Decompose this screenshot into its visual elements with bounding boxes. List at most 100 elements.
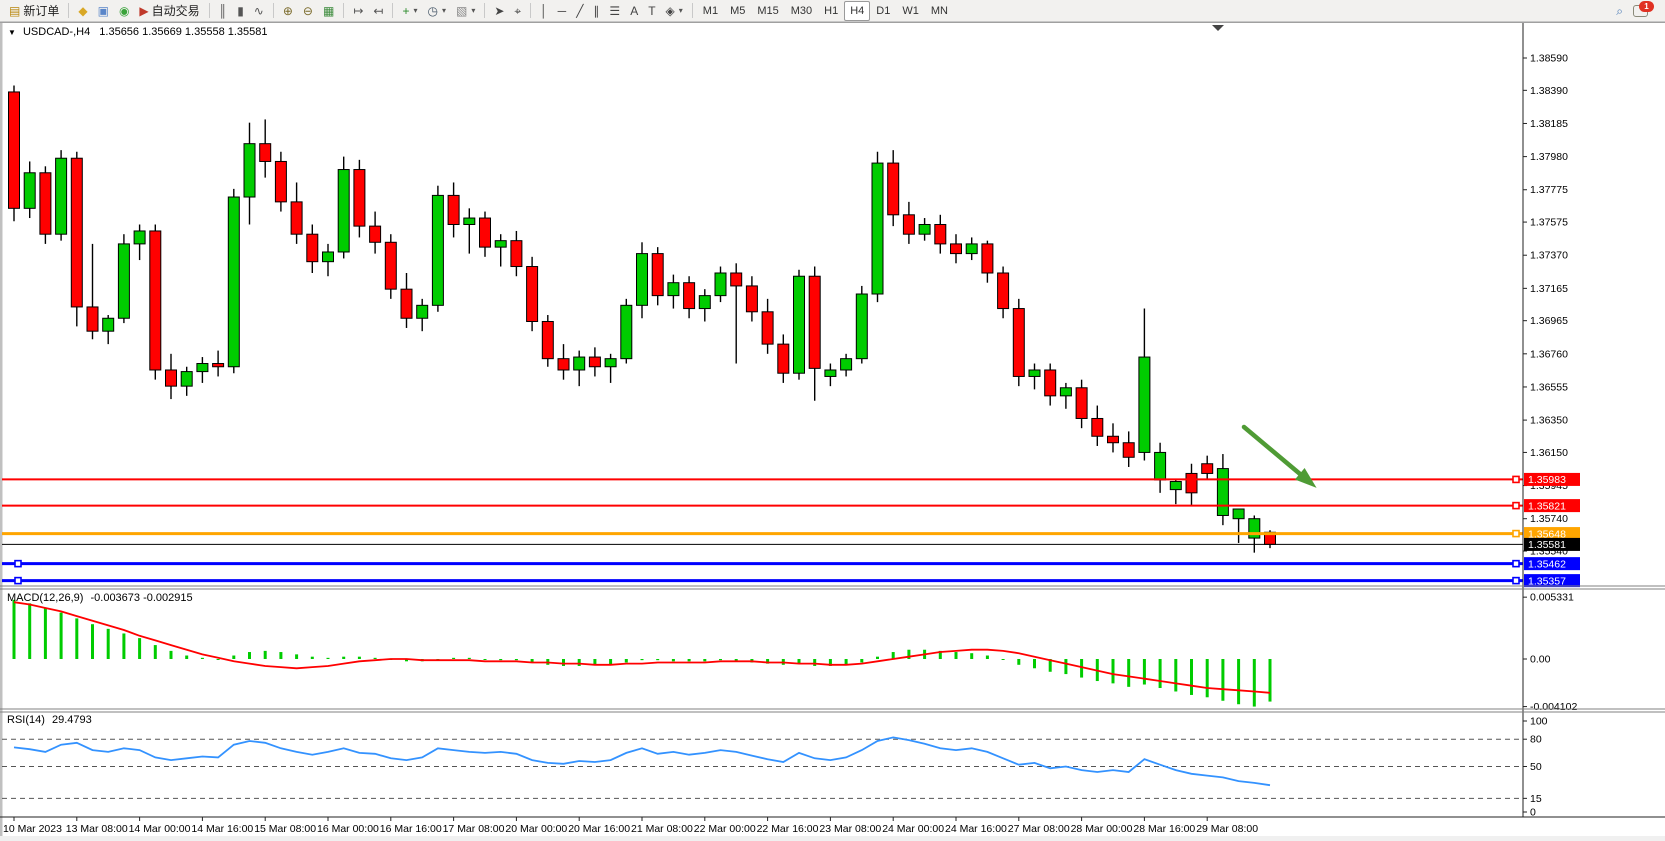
- candle-54: [855, 293, 868, 360]
- timeframe-d1[interactable]: D1: [876, 4, 891, 17]
- periods-clock-icon[interactable]: ◷ ▾: [422, 1, 451, 21]
- indicators-add-icon[interactable]: + ▾: [397, 1, 422, 21]
- chart-title-bar[interactable]: ▼ USDCAD-,H4 1.35656 1.35669 1.35558 1.3…: [8, 26, 268, 38]
- date-label: 28 Mar 16:00: [1133, 823, 1195, 835]
- radar-signal-icon[interactable]: ◉: [114, 1, 134, 21]
- line-chart-icon[interactable]: ∿: [249, 1, 269, 21]
- candle-21: [337, 169, 350, 253]
- chat-bubble-icon: 1: [1633, 0, 1654, 17]
- fibonacci-icon[interactable]: ☰: [604, 1, 625, 21]
- cursor-icon[interactable]: ➤: [489, 1, 509, 21]
- candle-16: [259, 143, 272, 162]
- chart-shift-icon: ↤: [373, 3, 384, 18]
- timeframe-m15[interactable]: M15: [757, 4, 779, 17]
- candle-24: [384, 241, 397, 290]
- timeframe-m30[interactable]: M30: [790, 4, 813, 17]
- candle-73: [1154, 451, 1167, 481]
- date-label: 24 Mar 00:00: [882, 823, 944, 835]
- candle-70: [1107, 435, 1119, 444]
- rsi-name: RSI(14): [7, 714, 45, 726]
- gold-badge-icon[interactable]: ◆: [73, 1, 92, 21]
- new-order-button[interactable]: ▤ 新订单: [4, 1, 64, 21]
- date-label: 27 Mar 08:00: [1008, 823, 1070, 835]
- notifications-chat-icon[interactable]: 1: [1628, 0, 1654, 21]
- price-tick-label: 1.37165: [1530, 283, 1568, 295]
- timeframe-h1[interactable]: H1: [824, 4, 839, 17]
- date-label: 10 Mar 2023: [3, 823, 62, 835]
- text-icon: A: [630, 3, 639, 18]
- timeframe-w1[interactable]: W1: [902, 4, 919, 17]
- bar-chart-icon[interactable]: ║: [214, 1, 233, 21]
- window-bottom-edge: [0, 836, 1665, 841]
- candlestick-chart-icon[interactable]: ▮: [232, 1, 249, 21]
- timeframe-h4[interactable]: H4: [844, 0, 871, 21]
- vertical-line-icon[interactable]: │: [535, 1, 553, 21]
- hline-1.35821[interactable]: [2, 501, 1523, 510]
- date-label: 14 Mar 00:00: [129, 823, 191, 835]
- candle-22: [353, 169, 366, 227]
- candle-69: [1091, 417, 1104, 437]
- auto-scroll-icon[interactable]: ↦: [348, 1, 368, 21]
- price-tick-label: 1.37775: [1530, 184, 1568, 196]
- macd-values: -0.003673 -0.002915: [90, 592, 193, 604]
- equidistant-channel-icon[interactable]: ∥: [588, 1, 604, 21]
- candle-14: [227, 196, 240, 368]
- candle-15: [243, 143, 256, 198]
- trendline-icon[interactable]: ╱: [571, 1, 588, 21]
- svg-text:1.35983: 1.35983: [1528, 474, 1566, 486]
- text-label-icon: T: [648, 3, 656, 18]
- text-icon[interactable]: A: [625, 1, 643, 21]
- hline-1.35357[interactable]: [2, 576, 1523, 585]
- community-monitor-icon[interactable]: ▣: [93, 1, 114, 21]
- candle-74: [1169, 481, 1182, 491]
- chart-shift-marker[interactable]: [1212, 25, 1224, 31]
- date-label: 13 Mar 08:00: [66, 823, 128, 835]
- macd-panel: 0.005331 0.00 -0.004102: [12, 592, 1577, 713]
- text-label-icon[interactable]: T: [643, 1, 660, 21]
- timeframe-m1[interactable]: M1: [702, 4, 719, 17]
- candle-37: [588, 356, 601, 368]
- candle-62: [981, 243, 994, 274]
- price-tag-1.35983: 1.35983: [1524, 472, 1580, 486]
- date-label: 23 Mar 08:00: [819, 823, 881, 835]
- trendline-icon: ╱: [576, 3, 584, 18]
- zoom-in-icon[interactable]: ⊕: [278, 1, 298, 21]
- auto-trading-button[interactable]: ▶ 自动交易: [134, 1, 204, 21]
- timeframe-mn[interactable]: MN: [930, 4, 948, 17]
- crosshair-icon[interactable]: ⌖: [509, 1, 526, 21]
- hline-1.35462[interactable]: [2, 559, 1523, 568]
- rsi-value: 29.4793: [51, 714, 92, 726]
- hline-1.35983[interactable]: [2, 475, 1523, 484]
- shapes-icon[interactable]: ◈ ▾: [661, 1, 688, 21]
- tile-windows-icon[interactable]: ▦: [318, 1, 339, 21]
- auto-trading-button-label: 自动交易: [151, 4, 200, 18]
- hline-1.35648[interactable]: [2, 529, 1523, 538]
- candle-61: [965, 243, 978, 255]
- date-axis[interactable]: 10 Mar 2023 13 Mar 08:00 14 Mar 00:00 14 Ma…: [3, 817, 1258, 835]
- candle-44: [698, 295, 711, 310]
- candle-26: [416, 304, 429, 319]
- trend-arrow-annotation[interactable]: [1241, 424, 1317, 488]
- price-axis[interactable]: 1.38590 1.38390 1.38185 1.37980 1.37775 1.375…: [1522, 23, 1568, 817]
- chevron-down-icon: ▾: [471, 6, 476, 15]
- price-tick-label: 1.38590: [1530, 53, 1568, 65]
- date-label: 20 Mar 00:00: [505, 823, 567, 835]
- candle-25: [400, 288, 413, 319]
- candle-67: [1059, 387, 1072, 397]
- candle-77: [1216, 468, 1229, 516]
- candle-72: [1138, 356, 1151, 453]
- candle-8: [133, 230, 146, 245]
- templates-icon[interactable]: ▧ ▾: [451, 1, 480, 21]
- candle-42: [667, 282, 680, 297]
- horizontal-line-icon[interactable]: ─: [553, 1, 572, 21]
- search-icon[interactable]: ⌕: [1611, 1, 1628, 21]
- toolbar: ▤ 新订单 ◆ ▣ ◉ ▶ 自动交易 ║ ▮ ∿ ⊕ ⊖ ▦ ↦ ↤ + ▾ ◷ ▾ ▧ ▾ ➤ ⌖ │ ─ ╱ ∥ ☰ A T ◈ ▾ M1 M…: [0, 0, 1665, 22]
- candle-63: [997, 272, 1010, 310]
- candle-64: [1012, 308, 1025, 377]
- zoom-out-icon[interactable]: ⊖: [298, 1, 318, 21]
- templates-icon: ▧: [455, 3, 468, 18]
- timeframe-m5[interactable]: M5: [730, 4, 746, 17]
- chart-shift-icon[interactable]: ↤: [368, 1, 388, 21]
